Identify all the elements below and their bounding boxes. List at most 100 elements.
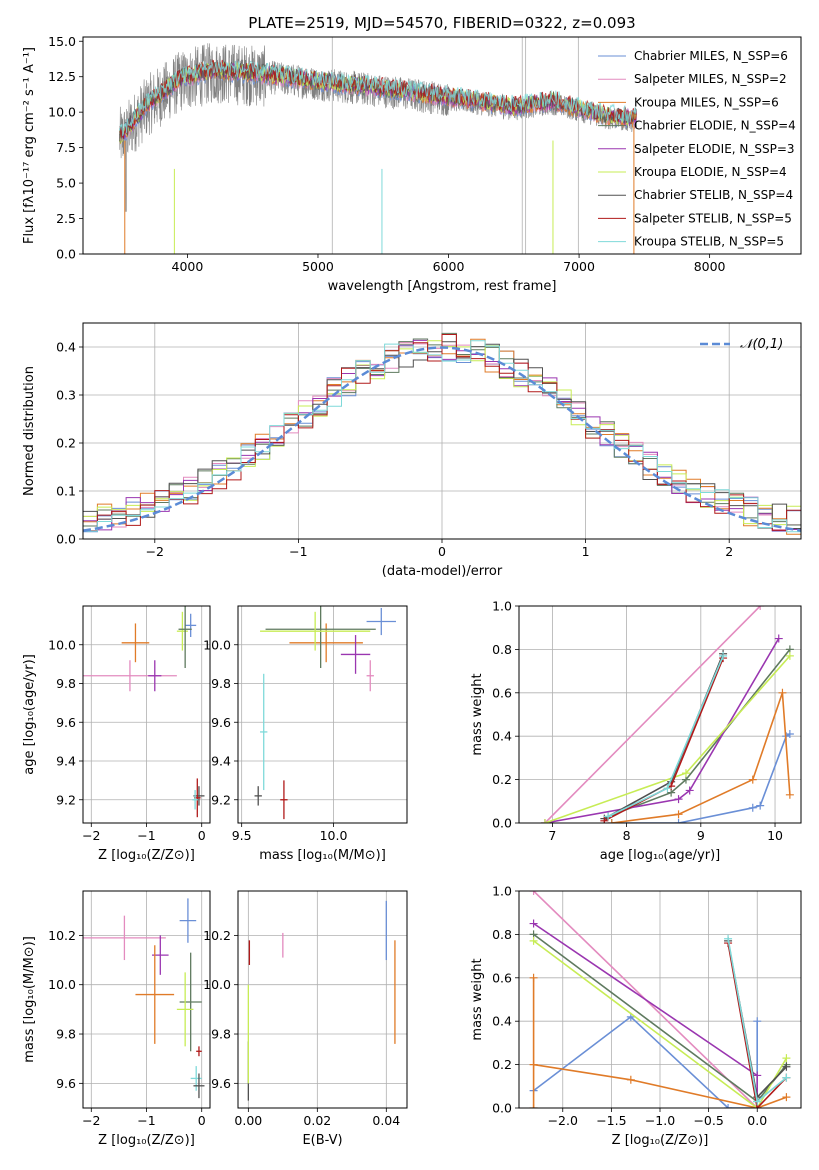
plot-area xyxy=(83,332,801,535)
legend-label: Kroupa MILES, N_SSP=6 xyxy=(634,95,779,109)
y-tick-label: 9.8 xyxy=(211,1027,231,1042)
weight-marker-kroupa_miles xyxy=(607,819,616,823)
weight-marker-chabrier_miles xyxy=(756,801,765,810)
weight-marker-kroupa_elodie xyxy=(540,819,549,823)
x-tick-label: −2 xyxy=(146,544,164,559)
x-tick-label: 8000 xyxy=(694,259,726,274)
normal-curve xyxy=(83,346,801,532)
weight-marker-salpeter_elodie xyxy=(529,919,538,928)
x-tick-label: 2 xyxy=(725,544,733,559)
weight-marker-chabrier_miles xyxy=(724,1104,733,1108)
plot-area xyxy=(83,898,205,1099)
weight-marker-chabrier_miles xyxy=(785,730,794,739)
weight-marker-kroupa_miles xyxy=(529,1060,538,1069)
legend-label: Chabrier MILES, N_SSP=6 xyxy=(634,49,788,63)
y-tick-label: 9.4 xyxy=(211,754,231,769)
x-tick-label: −1 xyxy=(137,1113,155,1128)
panel-mass_vs_ebv: 0.00 0.02 0.04 9.6 9.8 10.0 10.2 E(B-V) xyxy=(203,890,408,1148)
weight-marker-salpeter_elodie xyxy=(753,1071,762,1080)
plot-frame xyxy=(237,890,408,1109)
plot-frame xyxy=(82,605,211,824)
x-tick-label: 7000 xyxy=(563,259,595,274)
x-tick-label: −2 xyxy=(82,828,100,843)
y-tick-label: 0.6 xyxy=(492,685,512,700)
x-tick-label: 9 xyxy=(697,828,705,843)
y-tick-label: 0.2 xyxy=(492,772,512,787)
y-tick-label: 0.8 xyxy=(492,642,512,657)
weight-marker-salpeter_stelib xyxy=(600,816,609,823)
weight-marker-chabrier_miles xyxy=(674,819,683,823)
y-tick-label: 9.8 xyxy=(56,676,76,691)
weight-marker-chabrier_miles xyxy=(748,803,757,812)
weight-marker-kroupa_stelib xyxy=(753,1097,762,1106)
x-tick-label: 10 xyxy=(767,828,783,843)
panel-age_vs_mass: 9.5 10.0 9.2 9.4 9.6 9.8 10.0 mass [log₁₀(M/M⊙)… xyxy=(203,605,408,863)
x-axis-label: Z [log₁₀(Z/Z⊙)] xyxy=(612,1133,709,1148)
plot-area xyxy=(83,606,205,818)
y-tick-label: 0.4 xyxy=(56,340,76,355)
weight-marker-salpeter_miles xyxy=(756,606,765,610)
plot-frame xyxy=(82,36,802,255)
y-tick-label: 12.5 xyxy=(48,69,76,84)
y-tick-label: 0.4 xyxy=(492,729,512,744)
weight-marker-kroupa_miles xyxy=(626,1075,635,1084)
weight-marker-salpeter_elodie xyxy=(674,795,683,804)
y-tick-label: 10.0 xyxy=(48,637,76,652)
x-tick-label: 7 xyxy=(548,828,556,843)
legend-label: 𝒩(0,1) xyxy=(740,337,783,352)
x-tick-label: 0.0 xyxy=(747,1113,767,1128)
x-tick-label: 0 xyxy=(198,1113,206,1128)
weight-marker-kroupa_miles xyxy=(785,790,794,799)
x-tick-label: −1.0 xyxy=(645,1113,675,1128)
weight-marker-kroupa_stelib xyxy=(663,784,672,793)
weight-marker-kroupa_elodie xyxy=(681,769,690,778)
y-tick-label: 0.1 xyxy=(56,484,76,499)
x-tick-label: 0.00 xyxy=(234,1113,262,1128)
y-tick-label: 10.0 xyxy=(48,105,76,120)
weight-marker-kroupa_stelib xyxy=(719,651,728,660)
panel-age_vs_Z: −2 −1 0 9.2 9.4 9.6 9.8 10.0 Z [log₁₀(Z/Z⊙)] age … xyxy=(22,605,211,863)
y-tick-label: 0.4 xyxy=(492,1014,512,1029)
y-tick-label: 9.8 xyxy=(211,676,231,691)
x-tick-label: 0 xyxy=(438,544,446,559)
legend-label: Salpeter ELODIE, N_SSP=3 xyxy=(634,142,795,156)
legend-label: Salpeter MILES, N_SSP=2 xyxy=(634,72,787,86)
y-tick-label: 0.2 xyxy=(492,1057,512,1072)
panel-mass_vs_Z: −2 −1 0 9.6 9.8 10.0 10.2 Z [log₁₀(Z/Z⊙)] mass [… xyxy=(22,890,211,1148)
x-tick-label: 0.02 xyxy=(303,1113,331,1128)
weight-line-kroupa_elodie xyxy=(533,940,788,1108)
x-tick-label: −1 xyxy=(289,544,307,559)
y-tick-label: 9.6 xyxy=(56,1076,76,1091)
y-tick-label: 10.0 xyxy=(203,977,231,992)
model-line-salpeter_stelib xyxy=(119,59,637,139)
x-axis-label: Z [log₁₀(Z/Z⊙)] xyxy=(98,1133,195,1148)
y-axis-label: mass weight xyxy=(470,673,485,755)
y-tick-label: 9.6 xyxy=(211,715,231,730)
weight-marker-kroupa_miles xyxy=(529,1104,538,1108)
weight-marker-kroupa_miles xyxy=(782,1093,791,1102)
weight-line-salpeter_elodie xyxy=(544,638,780,823)
y-tick-label: 0.0 xyxy=(492,1101,512,1116)
y-axis-label: mass [log₁₀(M/M⊙)] xyxy=(22,936,37,1063)
panel-massweight_vs_Z: −2.0 −1.5 −1.0 −0.5 0.0 0.0 0.2 0.4 0.6 0.8 1.0 Z [… xyxy=(470,884,802,1148)
y-tick-label: 1.0 xyxy=(492,599,512,614)
weight-marker-kroupa_stelib xyxy=(604,812,613,821)
weight-marker-kroupa_elodie xyxy=(529,936,538,945)
x-tick-label: 9.5 xyxy=(232,828,252,843)
x-tick-label: −2.0 xyxy=(548,1113,578,1128)
y-tick-label: 0.0 xyxy=(56,247,76,262)
weight-marker-kroupa_miles xyxy=(778,688,787,697)
x-axis-label: (data-model)/error xyxy=(382,564,503,579)
weight-line-salpeter_elodie xyxy=(533,922,758,1108)
x-tick-label: 5000 xyxy=(302,259,334,274)
y-tick-label: 10.2 xyxy=(48,928,76,943)
weight-marker-kroupa_miles xyxy=(674,810,683,819)
weight-marker-kroupa_miles xyxy=(529,973,538,982)
legend-label: Chabrier STELIB, N_SSP=4 xyxy=(634,188,793,202)
panel-residuals: −2 −1 0 1 2 0.0 0.1 0.2 0.3 0.4 (data-model)/error… xyxy=(22,322,802,579)
plot-area xyxy=(254,606,396,820)
y-axis-label: Flux [fλ10⁻¹⁷ erg cm⁻² s⁻¹ A⁻¹] xyxy=(22,47,37,244)
plot-area xyxy=(247,900,396,1101)
weight-marker-salpeter_elodie xyxy=(685,786,694,795)
